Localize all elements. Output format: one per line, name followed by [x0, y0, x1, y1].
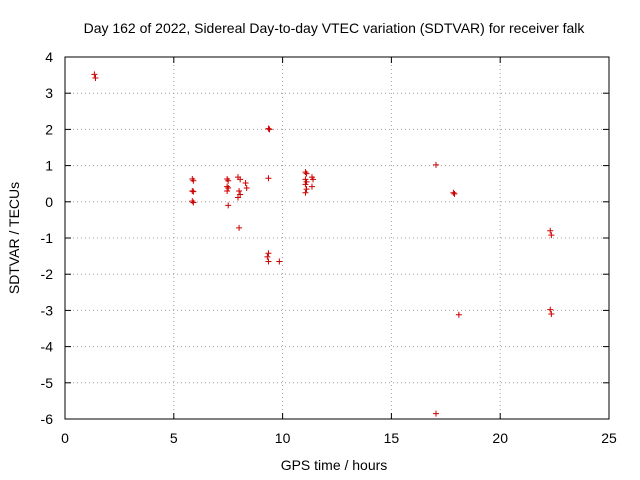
y-tick-label: -6 [41, 411, 54, 427]
data-point [276, 258, 283, 265]
data-point [189, 198, 196, 205]
y-tick-label: 1 [45, 158, 53, 174]
data-point [310, 176, 317, 183]
x-tick-label: 15 [384, 430, 400, 446]
data-point [303, 170, 310, 177]
data-point [302, 181, 309, 188]
data-point [92, 74, 99, 81]
axis-ticks [64, 56, 610, 420]
y-tick-label: 2 [45, 121, 53, 137]
y-tick-label: -4 [41, 339, 54, 355]
data-point [91, 71, 98, 78]
data-point [265, 175, 272, 182]
y-tick-label: -2 [41, 266, 54, 282]
x-tick-labels: 0 5 10 15 20 25 [61, 430, 617, 446]
data-point [302, 169, 309, 176]
data-point [451, 190, 458, 197]
data-point [547, 227, 554, 234]
data-point [433, 161, 440, 168]
data-point [236, 224, 243, 231]
data-point [265, 258, 272, 265]
data-point [547, 306, 554, 313]
data-point [548, 311, 555, 318]
chart-title: Day 162 of 2022, Sidereal Day-to-day VTE… [84, 20, 586, 36]
data-point [303, 186, 310, 193]
data-point [190, 199, 197, 206]
data-point [302, 189, 309, 196]
x-tick-label: 20 [492, 430, 508, 446]
data-point [190, 177, 197, 184]
data-point [302, 176, 309, 183]
data-point [189, 187, 196, 194]
x-tick-label: 0 [61, 430, 69, 446]
x-axis-label: GPS time / hours [281, 457, 388, 473]
y-axis-label: SDTVAR / TECUs [6, 182, 22, 294]
x-tick-label: 25 [601, 430, 617, 446]
y-tick-label: 4 [45, 49, 53, 65]
data-point [225, 185, 232, 192]
data-point [303, 178, 310, 185]
y-tick-label: -5 [41, 375, 54, 391]
y-tick-label: -1 [41, 230, 54, 246]
data-point [190, 188, 197, 195]
y-tick-label: -3 [41, 302, 54, 318]
y-tick-label: 0 [45, 194, 53, 210]
data-point [265, 125, 272, 132]
data-point [433, 410, 440, 417]
data-point [308, 183, 315, 190]
data-points [91, 71, 555, 417]
data-point [225, 202, 232, 209]
data-point [243, 185, 250, 192]
data-point [265, 250, 272, 257]
data-point [234, 194, 241, 201]
data-point [237, 176, 244, 183]
y-tick-labels: -6 -5 -4 -3 -2 -1 0 1 2 3 4 [41, 49, 54, 427]
data-point [242, 179, 249, 186]
data-point [225, 177, 232, 184]
data-point [455, 311, 462, 318]
y-tick-label: 3 [45, 85, 53, 101]
grid-lines [65, 57, 609, 419]
data-point [236, 187, 243, 194]
x-tick-label: 10 [275, 430, 291, 446]
data-point [548, 232, 555, 239]
data-point [224, 187, 231, 194]
data-point [266, 126, 273, 133]
data-point [264, 253, 271, 260]
x-tick-label: 5 [170, 430, 178, 446]
data-point [450, 189, 457, 196]
